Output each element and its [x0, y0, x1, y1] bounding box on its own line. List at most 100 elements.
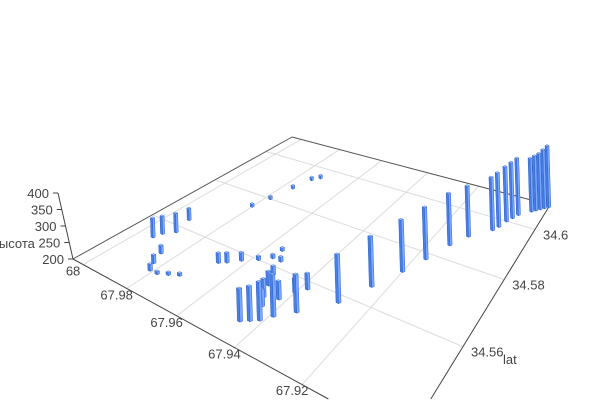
bar-top [270, 264, 276, 267]
x-gridline [82, 138, 302, 265]
bar [268, 194, 273, 201]
bar [235, 286, 243, 323]
bar [290, 184, 296, 190]
bar-top [279, 246, 285, 249]
bar [445, 191, 453, 247]
bar [154, 269, 160, 276]
bar-top [245, 284, 253, 287]
bar-top [494, 171, 500, 174]
bar [159, 214, 165, 236]
x-tick-label: 67.96 [150, 315, 183, 330]
bar [275, 279, 282, 301]
bar [531, 154, 539, 212]
tick-labels: 68 67.98 67.96 67.94 67.92 34.56 34.58 34.6 2002… [27, 186, 568, 398]
bar [158, 243, 164, 255]
x-gridline [126, 149, 340, 289]
bar-top [154, 269, 160, 273]
bar-top [540, 148, 546, 151]
bar [304, 271, 311, 291]
z-axis-title: высота [0, 236, 36, 251]
bar [398, 218, 406, 273]
bar-top [527, 156, 533, 160]
bar [149, 216, 156, 239]
bar-face-right [149, 263, 153, 272]
bar-face-right [153, 254, 157, 265]
bar [223, 250, 230, 264]
x-axis-line [72, 258, 329, 400]
bar [514, 156, 521, 217]
bar-top [265, 269, 272, 273]
bar-top [309, 175, 314, 179]
x-gridline [301, 185, 479, 385]
bar [269, 272, 277, 318]
y-axis-line [430, 204, 551, 400]
bar-face-right [161, 215, 165, 236]
y-axis-title: lat [503, 352, 517, 367]
bar-top [304, 271, 311, 275]
bar [334, 252, 342, 304]
bar-top [292, 272, 299, 276]
x-gridline [234, 172, 428, 348]
bar-top [544, 144, 550, 147]
bar [278, 255, 284, 263]
bar-top [334, 252, 341, 256]
floor-edge [72, 136, 293, 260]
x-tick-label: 67.98 [100, 287, 133, 302]
bar [494, 171, 502, 229]
bar [255, 254, 262, 262]
bar-face-right [152, 217, 156, 239]
x-tick-label: 68 [66, 264, 80, 279]
bar [147, 262, 153, 272]
bars [147, 144, 552, 323]
bar-top [270, 252, 276, 256]
bar [249, 202, 255, 208]
bar [186, 206, 192, 222]
bar [292, 272, 300, 314]
bar [165, 270, 172, 277]
z-tick-label: 400 [27, 186, 49, 201]
z-tick-label: 250 [39, 236, 61, 251]
gridlines [82, 138, 536, 385]
bar-top [536, 152, 542, 155]
bar-top [147, 262, 153, 265]
bar-top [238, 250, 245, 254]
bar-top [255, 254, 262, 258]
bar-face-right [278, 280, 282, 301]
bar-face-right [226, 251, 230, 264]
bar [176, 271, 183, 277]
bar-top [159, 214, 165, 217]
bar [238, 250, 245, 262]
bar [245, 284, 253, 323]
bar-top [235, 286, 243, 290]
bar-top [514, 156, 520, 160]
bar-face-right [306, 272, 311, 291]
bar-face-right [160, 244, 164, 255]
axes [53, 136, 551, 400]
bar-top [421, 205, 428, 209]
bar-top [398, 218, 404, 221]
z-tick-label: 200 [42, 252, 64, 267]
bar [215, 251, 221, 265]
bar-top [275, 279, 282, 282]
bar [508, 160, 515, 220]
bar-face-right [188, 207, 192, 222]
y-gridline [215, 179, 505, 281]
bar [150, 253, 157, 265]
bar-face-right [175, 212, 179, 234]
bar-top [173, 211, 179, 215]
bar-top [215, 251, 221, 254]
bar [255, 280, 263, 322]
bar-top [502, 165, 508, 168]
bar-top [150, 253, 157, 256]
bar [527, 156, 534, 213]
bar-face-right [241, 251, 245, 262]
bar [464, 184, 471, 238]
bar [488, 175, 495, 232]
bar-top [367, 234, 374, 238]
bar [536, 152, 543, 211]
bar-top [508, 160, 514, 164]
bar-top [149, 216, 156, 220]
bar-top [290, 184, 296, 187]
